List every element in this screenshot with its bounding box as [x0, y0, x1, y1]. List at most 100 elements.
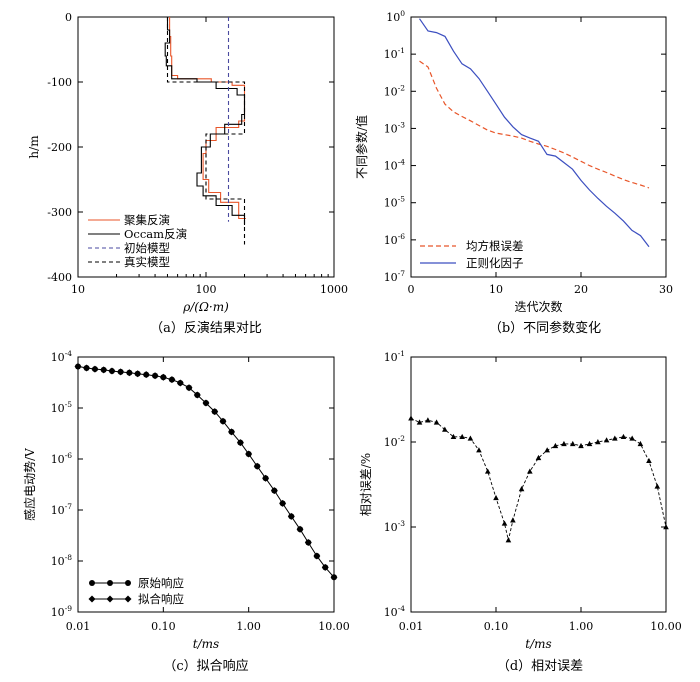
y-tick-label-a-4: -400	[47, 271, 72, 284]
x-tick-label-b-3: 30	[659, 283, 673, 296]
y-tick-label-a-1: -100	[47, 76, 72, 89]
data-point-c-fitted	[270, 487, 278, 495]
y-tick-label-a-2: -200	[47, 141, 72, 154]
y-tick-exponent: -2	[398, 434, 406, 443]
panel-b: （b）不同参数变化 0 10 20 3010010-110-210-310-410-5…	[354, 9, 673, 336]
data-point-d	[603, 437, 610, 443]
data-point-c-fitted	[304, 539, 312, 547]
data-point-c-fitted	[91, 365, 99, 373]
panel-d: （d）相对误差 0.01 0.10 1.00 10.0010-110-210-310-…	[359, 349, 682, 674]
x-axis-label-d: t/ms	[525, 637, 551, 651]
y-tick-base: 10	[384, 271, 398, 284]
data-point-d	[561, 440, 567, 447]
series-line-a-0	[169, 17, 246, 220]
data-point-c-fitted	[185, 384, 193, 392]
data-point-d	[518, 485, 525, 492]
x-axis-label-b: 迭代次数	[514, 299, 562, 314]
data-point-c-fitted	[125, 369, 133, 377]
data-point-d	[586, 440, 593, 447]
y-axis-label-a: h/m	[27, 135, 41, 159]
x-tick-label-c-3: 10.00	[318, 620, 350, 633]
data-point-d	[637, 440, 644, 447]
legend-label-b-0: 均方根误差	[466, 239, 524, 253]
data-point-c-fitted	[228, 428, 236, 436]
data-point-d	[552, 442, 559, 449]
legend-label-a-2: 初始模型	[124, 241, 170, 255]
y-tick-exponent: -4	[65, 349, 73, 358]
y-tick-exponent: -1	[398, 349, 405, 358]
data-point-c-fitted	[219, 417, 227, 425]
data-point-c-fitted	[117, 368, 125, 376]
data-point-c-fitted	[142, 371, 150, 379]
data-point-d	[425, 417, 431, 423]
legend-label-c-1: 拟合响应	[138, 592, 184, 606]
y-tick-label-b-3: 10-3	[384, 120, 406, 135]
plot-frame-c	[77, 356, 335, 613]
x-tick-label-a-2: 1000	[320, 283, 348, 296]
y-tick-label-b-2: 10-2	[384, 83, 406, 98]
panel-c-caption: （c）拟合响应	[163, 658, 248, 674]
y-tick-exponent: -1	[398, 46, 405, 55]
x-tick-label-d-2: 1.00	[569, 620, 594, 633]
y-tick-label-c-3: 10-7	[51, 502, 73, 517]
data-point-d	[620, 433, 627, 440]
data-point-c-fitted	[287, 512, 295, 520]
data-point-c-fitted	[262, 474, 270, 482]
panel-a-caption: （a）反演结果对比	[150, 320, 262, 336]
data-point-c-fitted	[193, 391, 201, 399]
y-tick-base: 10	[384, 521, 398, 534]
y-tick-label-b-7: 10-7	[384, 269, 406, 284]
y-axis-label-d: 相对误差/%	[359, 453, 373, 516]
data-point-c-fitted	[83, 364, 91, 372]
x-axis-label-c: t/ms	[193, 637, 219, 651]
panel-c: （c）拟合响应 0.01 0.10 1.00 10.0010-410-510-610-…	[22, 349, 350, 674]
y-tick-label-d-1: 10-2	[384, 434, 406, 449]
legend-label-a-3: 真实模型	[124, 255, 170, 269]
data-point-d	[501, 520, 508, 526]
y-tick-label-c-1: 10-5	[51, 400, 73, 415]
legend-marker-c-0	[89, 580, 95, 586]
data-point-c-fitted	[134, 370, 142, 378]
data-point-d	[459, 433, 465, 440]
y-tick-base: 10	[51, 453, 65, 466]
data-point-c-fitted	[245, 450, 253, 458]
y-tick-exponent: -5	[398, 195, 406, 204]
data-point-d	[442, 426, 448, 432]
plot-frame-d	[410, 356, 667, 613]
panel-a: （a）反演结果对比 10 100 1000 0 -100 -200 -300 -400 ρ/(Ω…	[27, 11, 348, 336]
data-point-d	[654, 483, 661, 489]
y-tick-base: 10	[51, 351, 65, 364]
data-point-d	[535, 454, 542, 461]
data-point-d	[467, 435, 474, 441]
x-tick-label-b-2: 20	[574, 283, 588, 296]
y-tick-label-a-0: 0	[65, 11, 72, 24]
data-point-c-fitted	[202, 399, 210, 407]
series-line-a-3	[166, 17, 246, 245]
data-point-c-fitted	[313, 552, 321, 560]
y-tick-base: 10	[384, 606, 398, 619]
y-tick-exponent: -4	[398, 604, 406, 613]
x-tick-label-d-0: 0.01	[399, 620, 424, 633]
x-tick-label-c-2: 1.00	[236, 620, 261, 633]
data-point-c-fitted	[151, 372, 159, 380]
series-line-d-0	[410, 417, 667, 541]
y-tick-exponent: -9	[65, 604, 73, 613]
x-tick-label-b-0: 0	[408, 283, 415, 296]
y-tick-exponent: 0	[400, 9, 405, 18]
data-point-c-fitted	[100, 366, 108, 374]
data-point-c-fitted	[159, 373, 167, 381]
y-tick-label-c-2: 10-6	[51, 451, 73, 466]
data-point-c-fitted	[321, 563, 329, 571]
x-tick-label-a-0: 10	[71, 283, 85, 296]
legend-marker-c-1	[88, 595, 96, 603]
y-tick-label-a-3: -300	[47, 206, 72, 219]
data-point-c-fitted	[211, 408, 219, 416]
data-point-d	[629, 435, 635, 441]
data-point-d	[595, 439, 601, 445]
x-tick-label-d-1: 0.10	[484, 620, 509, 633]
y-tick-exponent: -6	[398, 232, 406, 241]
y-axis-label-b: 不同参数/值	[354, 115, 369, 179]
series-line-b-0	[419, 60, 650, 189]
y-tick-base: 10	[384, 48, 398, 61]
